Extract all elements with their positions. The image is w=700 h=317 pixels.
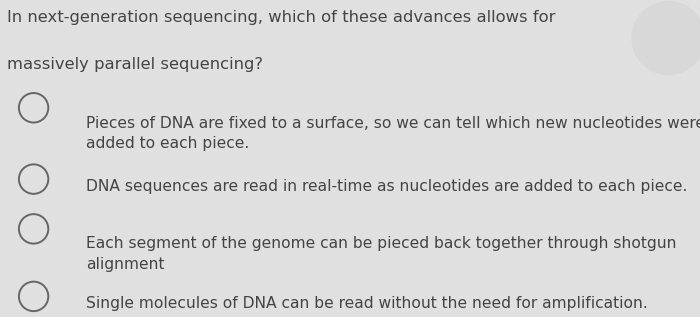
Text: DNA sequences are read in real-time as nucleotides are added to each piece.: DNA sequences are read in real-time as n… xyxy=(86,179,687,194)
Text: Single molecules of DNA can be read without the need for amplification.: Single molecules of DNA can be read with… xyxy=(86,296,648,311)
Text: massively parallel sequencing?: massively parallel sequencing? xyxy=(7,57,263,72)
Ellipse shape xyxy=(632,2,700,74)
Text: Each segment of the genome can be pieced back together through shotgun
alignment: Each segment of the genome can be pieced… xyxy=(86,236,677,272)
Text: Pieces of DNA are fixed to a surface, so we can tell which new nucleotides were
: Pieces of DNA are fixed to a surface, so… xyxy=(86,116,700,151)
Text: In next-generation sequencing, which of these advances allows for: In next-generation sequencing, which of … xyxy=(7,10,556,24)
